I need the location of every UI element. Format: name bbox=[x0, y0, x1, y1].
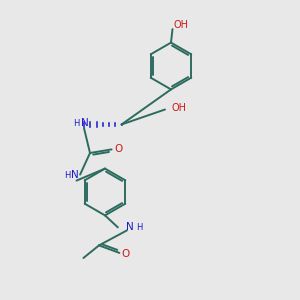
Text: O: O bbox=[122, 249, 130, 260]
Text: N: N bbox=[126, 222, 134, 233]
Text: OH: OH bbox=[173, 20, 188, 30]
Text: N: N bbox=[71, 170, 79, 181]
Text: O: O bbox=[114, 144, 122, 154]
Text: N: N bbox=[81, 118, 88, 128]
Text: H: H bbox=[73, 118, 80, 127]
Text: OH: OH bbox=[172, 103, 187, 113]
Text: H: H bbox=[64, 171, 70, 180]
Text: H: H bbox=[136, 223, 143, 232]
